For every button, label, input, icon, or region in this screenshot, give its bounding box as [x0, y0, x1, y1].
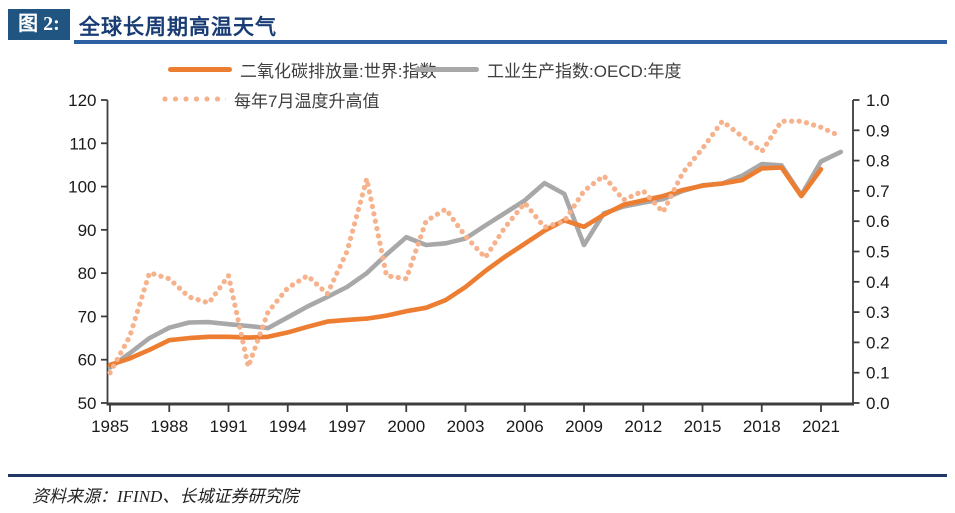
header-divider [74, 40, 947, 44]
svg-text:0.5: 0.5 [866, 243, 890, 262]
svg-text:0.2: 0.2 [866, 333, 890, 352]
legend-item-co2: 二氧化碳排放量:世界:指数 [168, 58, 437, 81]
svg-text:0.8: 0.8 [866, 152, 890, 171]
legend-swatch-ip-line [415, 66, 479, 72]
svg-text:1991: 1991 [210, 417, 248, 436]
legend-item-industrial-production: 工业生产指数:OECD:年度 [415, 58, 682, 81]
legend-label-ip: 工业生产指数:OECD:年度 [487, 61, 682, 81]
svg-text:0.9: 0.9 [866, 121, 890, 140]
svg-text:0.7: 0.7 [866, 182, 890, 201]
svg-text:2015: 2015 [684, 417, 722, 436]
svg-text:70: 70 [78, 307, 97, 326]
svg-text:2009: 2009 [565, 417, 603, 436]
svg-text:0.6: 0.6 [866, 212, 890, 231]
legend-swatch-temp-dotted [162, 96, 226, 102]
svg-text:60: 60 [78, 351, 97, 370]
svg-text:2003: 2003 [447, 417, 485, 436]
svg-text:1988: 1988 [150, 417, 188, 436]
svg-text:100: 100 [68, 178, 96, 197]
svg-text:2000: 2000 [387, 417, 425, 436]
svg-text:0.0: 0.0 [866, 394, 890, 413]
svg-text:2012: 2012 [624, 417, 662, 436]
svg-text:2006: 2006 [506, 417, 544, 436]
svg-text:1994: 1994 [269, 417, 307, 436]
figure-title: 全球长周期高温天气 [79, 16, 277, 39]
legend-swatch-co2-line [168, 66, 232, 72]
svg-text:2021: 2021 [802, 417, 840, 436]
svg-text:80: 80 [78, 264, 97, 283]
legend-label-temp: 每年7月温度升高值 [234, 91, 380, 111]
svg-text:50: 50 [78, 394, 97, 413]
legend-item-july-temperature: 每年7月温度升高值 [162, 88, 380, 111]
source-note: 资料来源：IFIND、长城证券研究院 [32, 487, 299, 506]
svg-text:1997: 1997 [328, 417, 366, 436]
svg-text:2018: 2018 [743, 417, 781, 436]
figure-number-badge: 图 2: [8, 9, 70, 40]
footer-divider [8, 474, 947, 477]
legend-label-co2: 二氧化碳排放量:世界:指数 [240, 61, 437, 81]
svg-text:0.1: 0.1 [866, 364, 890, 383]
svg-text:1.0: 1.0 [866, 91, 890, 110]
svg-text:90: 90 [78, 221, 97, 240]
svg-text:110: 110 [69, 134, 96, 153]
svg-text:120: 120 [68, 91, 96, 110]
svg-text:0.4: 0.4 [866, 273, 890, 292]
svg-text:0.3: 0.3 [866, 303, 890, 322]
svg-text:1985: 1985 [91, 417, 129, 436]
